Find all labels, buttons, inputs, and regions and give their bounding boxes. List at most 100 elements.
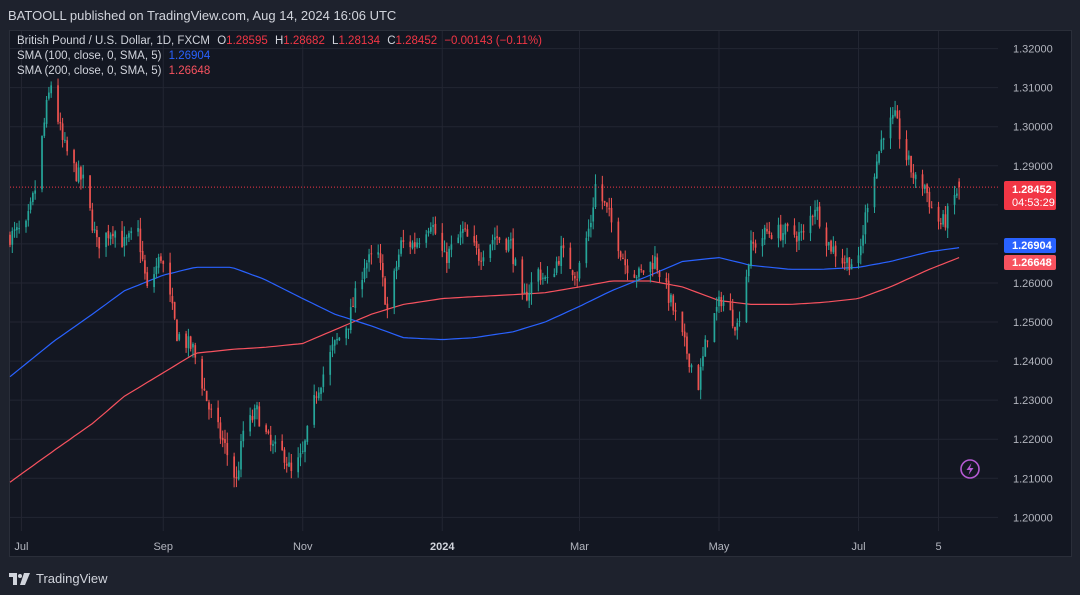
candle — [349, 298, 352, 334]
candle — [571, 269, 574, 281]
candle-body — [96, 230, 98, 238]
candle-body — [125, 237, 128, 239]
x-tick-label: Sep — [153, 541, 173, 553]
candle — [706, 340, 709, 348]
candle-body — [546, 277, 549, 279]
candle-body — [160, 256, 162, 261]
candle — [601, 175, 604, 210]
candle — [368, 248, 370, 272]
candle-body — [731, 309, 734, 327]
candle — [560, 235, 563, 274]
candle-body — [866, 207, 869, 213]
candle — [937, 201, 940, 230]
candle — [544, 275, 547, 281]
candle — [635, 275, 638, 288]
time-axis[interactable]: Jul Sep Nov 2024 Mar May Jul 5 — [14, 541, 941, 553]
candle — [105, 232, 107, 257]
candle-body — [256, 405, 258, 410]
y-tick-label: 1.23000 — [1013, 395, 1053, 407]
footer-bar: TradingView — [0, 562, 1080, 595]
candle-body — [192, 343, 194, 348]
candle-body — [365, 262, 368, 269]
candle-body — [926, 184, 928, 194]
legend-high: 1.28682 — [283, 35, 325, 47]
candle-body — [352, 305, 354, 307]
candle — [160, 253, 162, 264]
candle — [747, 263, 750, 283]
candle-body — [843, 262, 846, 264]
legend-sma200-row[interactable]: SMA (200, close, 0, SMA, 5) 1.26648 — [17, 64, 542, 79]
candle-body — [450, 244, 453, 250]
candle-body — [185, 333, 187, 348]
candle — [939, 217, 942, 230]
candle-body — [594, 184, 597, 208]
candle-body — [416, 242, 418, 248]
candle-body — [585, 237, 588, 264]
candle — [923, 183, 926, 194]
candle — [953, 185, 956, 215]
footer-brand[interactable]: TradingView — [36, 571, 108, 586]
candle-body — [626, 265, 629, 274]
candle-body — [9, 234, 11, 245]
candle — [153, 266, 155, 293]
candle — [731, 298, 734, 329]
candle-body — [144, 260, 146, 274]
candle-body — [224, 439, 226, 443]
candle — [425, 229, 428, 248]
candle-body — [333, 340, 336, 346]
candle-body — [25, 220, 27, 228]
publisher-line: BATOOLL published on TradingView.com, Au… — [8, 7, 397, 23]
candle — [617, 217, 620, 259]
candle — [766, 222, 768, 235]
candle — [763, 224, 766, 245]
tradingview-logo-icon[interactable] — [9, 572, 31, 585]
candle — [381, 254, 384, 287]
candle-body — [221, 437, 224, 441]
candle-body — [377, 252, 380, 255]
candle-body — [50, 85, 53, 94]
candle-body — [923, 185, 926, 190]
candle-body — [482, 257, 485, 262]
candle — [482, 250, 485, 267]
candle-body — [811, 216, 814, 218]
candle-body — [592, 207, 595, 222]
legend-open: 1.28595 — [226, 35, 268, 47]
chart-legend: British Pound / U.S. Dollar, 1D, FXCM O1… — [17, 34, 542, 79]
candle-body — [43, 122, 46, 136]
candle — [880, 130, 883, 154]
candle — [649, 261, 652, 283]
candle — [761, 229, 764, 257]
candle-body — [242, 430, 245, 442]
candle-body — [907, 155, 910, 160]
candle — [882, 137, 885, 150]
candle — [429, 222, 432, 234]
candle — [905, 130, 908, 166]
candle — [107, 224, 110, 246]
candle-body — [658, 271, 661, 278]
candle — [704, 335, 707, 357]
candle — [416, 238, 418, 249]
candle-body — [153, 274, 155, 288]
candle — [514, 257, 517, 266]
candle — [114, 230, 117, 248]
candle-body — [642, 270, 645, 273]
candle — [720, 291, 723, 312]
candle-body — [889, 117, 892, 139]
lightning-icon[interactable] — [960, 459, 980, 479]
candle — [553, 268, 556, 278]
candles — [9, 78, 960, 488]
countdown-tag: 04:53:29 — [1012, 197, 1055, 209]
candle-body — [880, 139, 883, 151]
candle — [606, 202, 608, 213]
candle-body — [670, 294, 672, 303]
legend-symbol-row[interactable]: British Pound / U.S. Dollar, 1D, FXCM O1… — [17, 34, 542, 49]
candle-body — [578, 262, 581, 279]
candle — [654, 246, 656, 270]
price-axis[interactable]: 1.20000 1.21000 1.22000 1.23000 1.24000 1.250… — [1013, 44, 1053, 525]
candle-body — [841, 257, 844, 264]
candle — [450, 235, 453, 258]
candle — [139, 217, 142, 263]
legend-sma100-row[interactable]: SMA (100, close, 0, SMA, 5) 1.26904 — [17, 49, 542, 64]
candle-body — [747, 264, 750, 277]
